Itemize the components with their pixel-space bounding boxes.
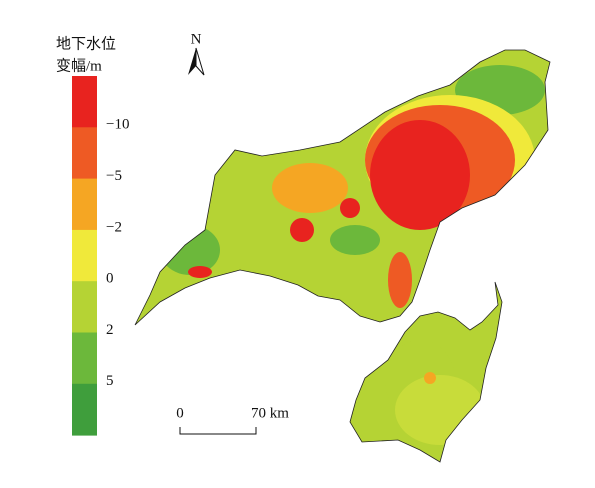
north-arrow: N <box>188 31 205 76</box>
zone <box>272 163 348 213</box>
arrow-right <box>195 47 205 76</box>
legend-swatch <box>72 127 97 180</box>
zone <box>330 225 380 255</box>
legend-swatch <box>72 281 97 333</box>
legend-swatch <box>72 383 97 436</box>
legend-swatch <box>72 76 97 128</box>
zone <box>290 218 314 242</box>
zone <box>340 198 360 218</box>
zone <box>160 225 220 275</box>
zone <box>188 266 212 278</box>
zone <box>388 252 412 308</box>
legend-label: −10 <box>106 117 129 133</box>
scale-start: 0 <box>176 405 184 421</box>
legend-label: −2 <box>106 219 122 235</box>
scale-line <box>179 427 257 435</box>
legend-label: −5 <box>106 168 122 184</box>
scale-end: 70 km <box>251 405 289 421</box>
north-label: N <box>191 31 202 47</box>
legend-swatch <box>72 229 97 282</box>
scale-bar: 0 70 km <box>176 405 289 435</box>
arrow-left <box>188 48 196 75</box>
legend-swatch <box>72 332 97 385</box>
map-area <box>134 49 551 463</box>
legend-title: 地下水位 <box>56 35 116 52</box>
legend-swatch <box>72 178 97 231</box>
legend-title: 变幅/m <box>56 57 102 74</box>
legend-label: 0 <box>106 271 114 287</box>
zone <box>370 120 470 230</box>
legend-label: 2 <box>106 322 114 338</box>
legend-label: 5 <box>106 373 114 389</box>
zone <box>424 372 436 384</box>
